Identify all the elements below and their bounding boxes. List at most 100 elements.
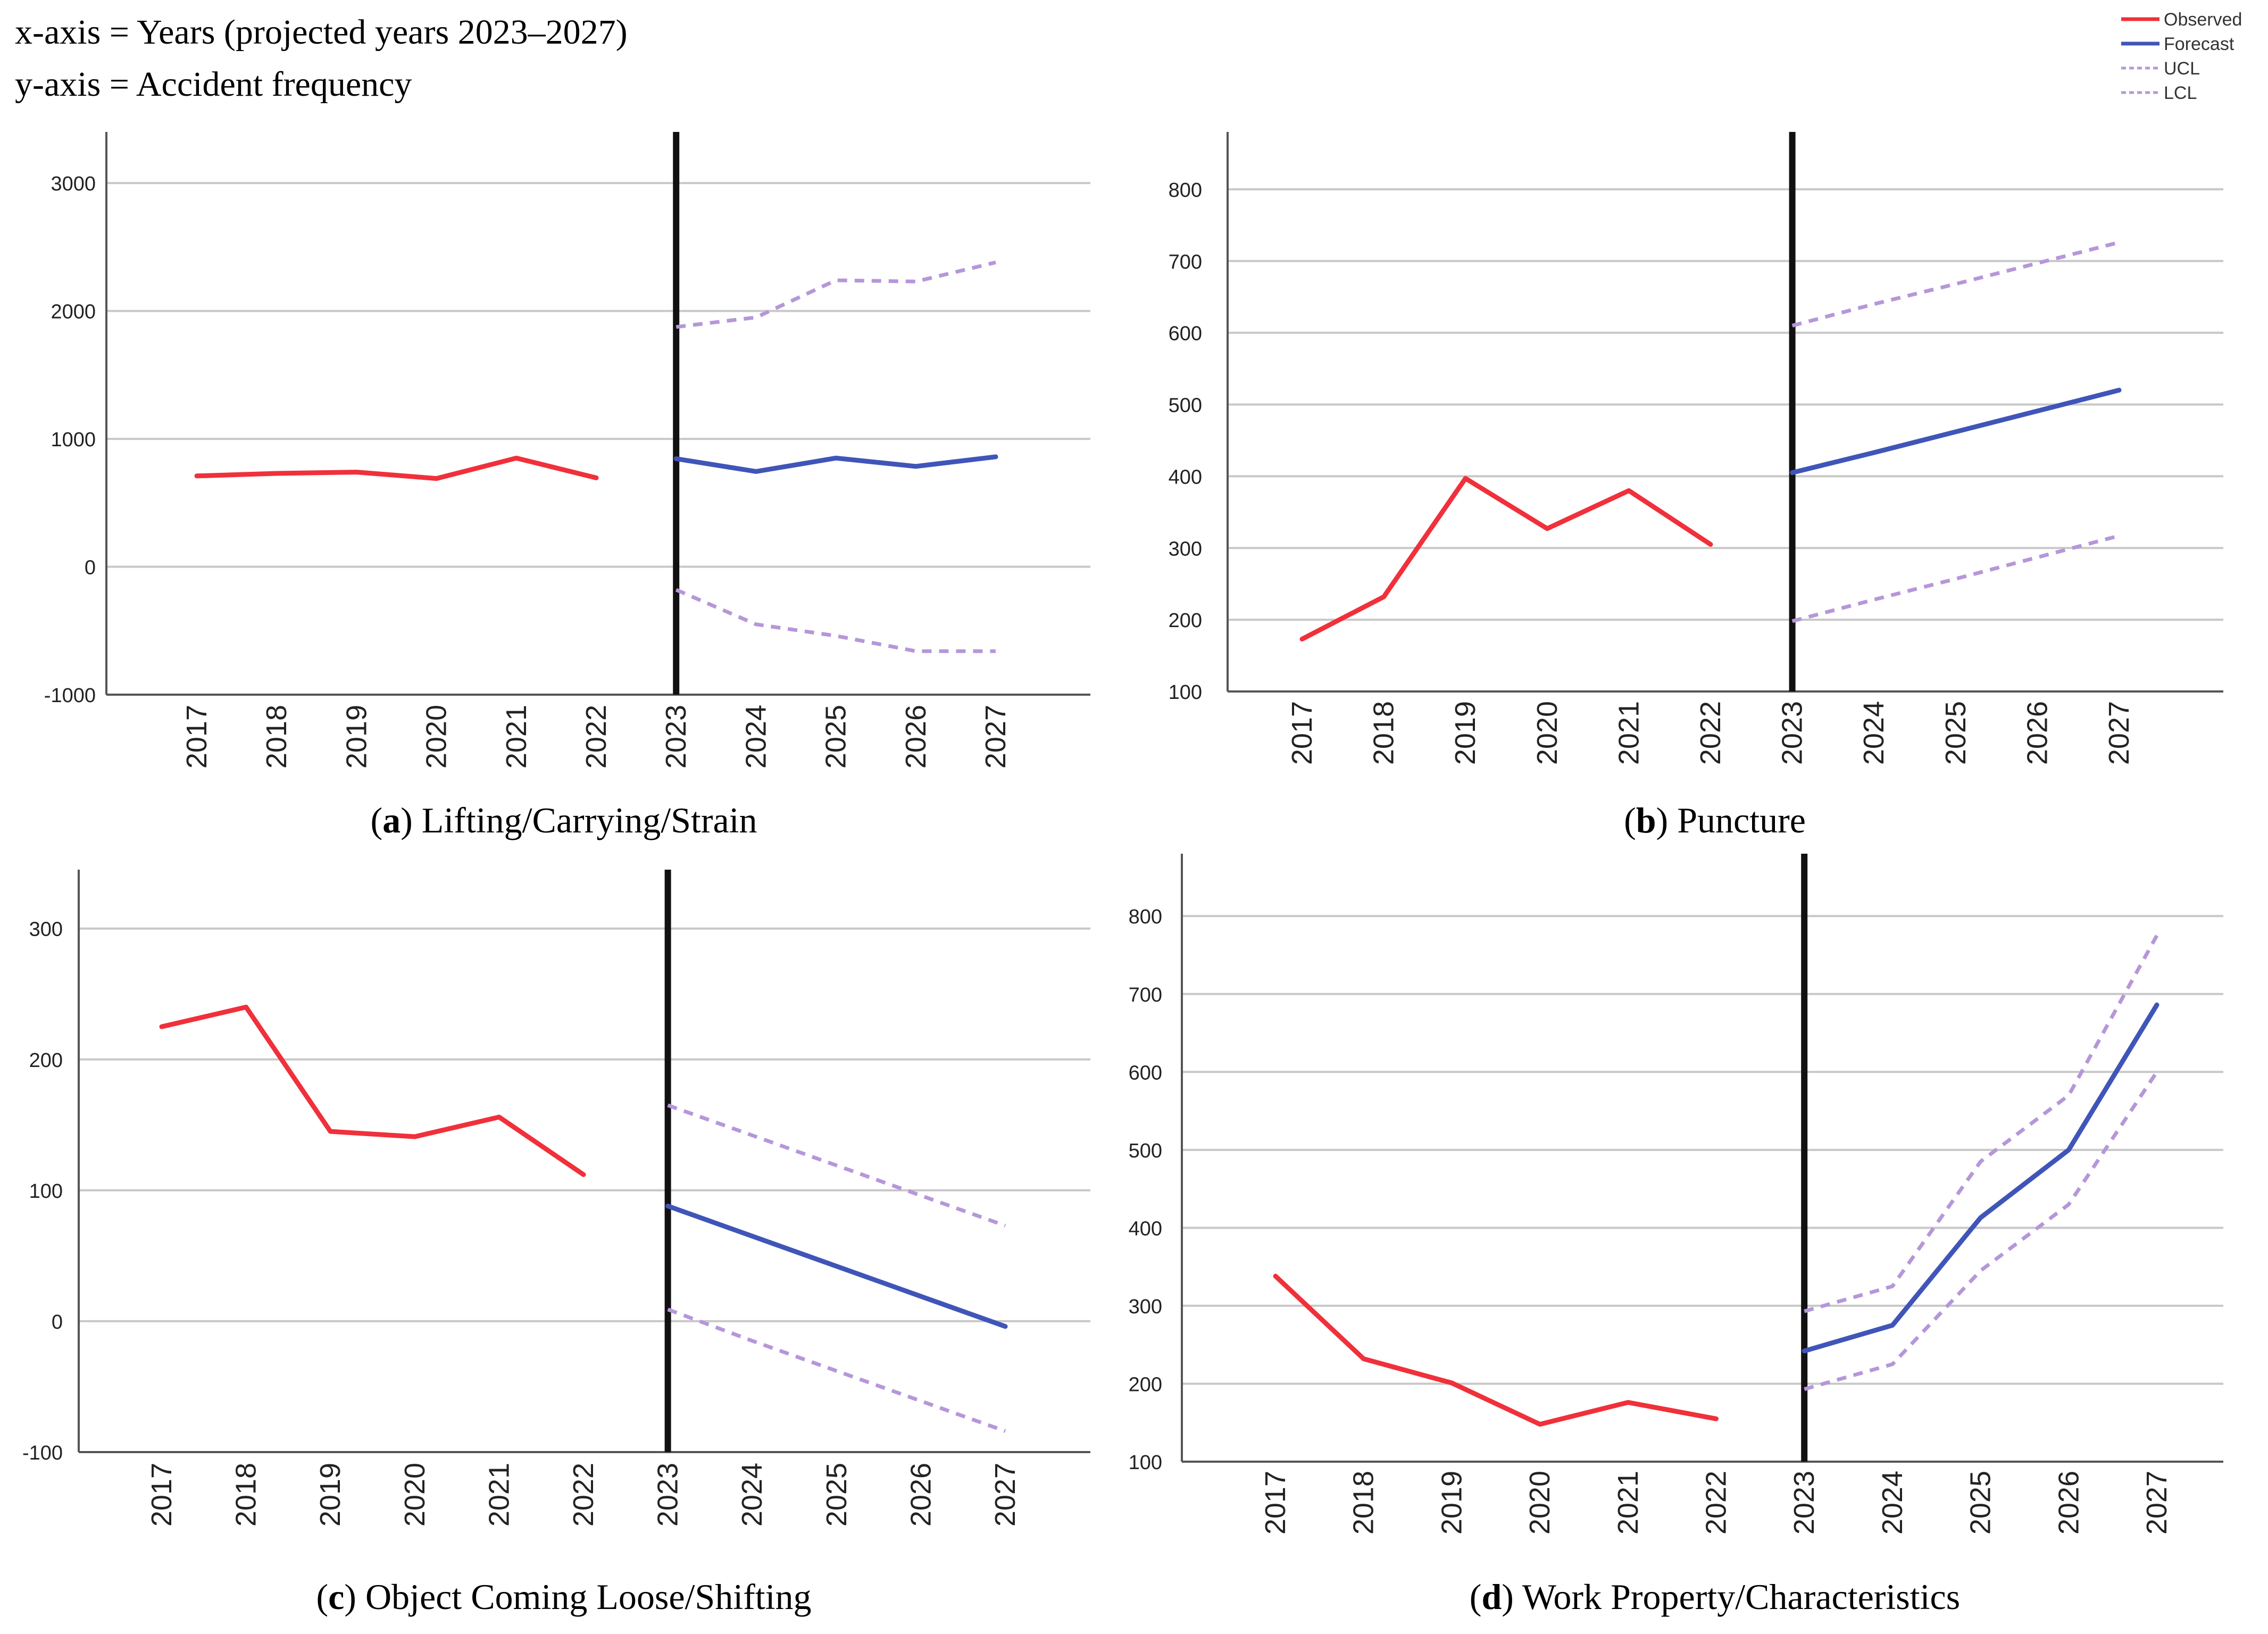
caption-text: Lifting/Carrying/Strain <box>422 800 757 840</box>
series-line-forecast <box>1790 388 2122 476</box>
series-line-observed <box>1273 1273 1719 1427</box>
xaxis-note: x-axis = Years (projected years 2023–202… <box>15 13 628 52</box>
x-tick-label: 2019 <box>1449 701 1481 765</box>
y-tick-label: 400 <box>1169 466 1202 488</box>
x-tick-label: 2022 <box>1695 701 1727 765</box>
legend-label: UCL <box>2164 59 2200 79</box>
y-tick-label: 300 <box>1169 538 1202 560</box>
caption-text: Object Coming Loose/Shifting <box>365 1577 812 1617</box>
x-tick-label: 2018 <box>261 705 293 769</box>
y-tick-label: 400 <box>1129 1218 1162 1240</box>
x-tick-label: 2023 <box>660 705 692 769</box>
y-tick-label: 600 <box>1169 323 1202 345</box>
x-tick-label: 2026 <box>900 705 932 769</box>
caption-letter: d <box>1481 1577 1502 1617</box>
y-tick-label: 300 <box>29 919 63 941</box>
y-tick-label: 200 <box>1129 1373 1162 1396</box>
caption-paren-close: ) <box>401 800 422 840</box>
y-tick-label: 200 <box>29 1049 63 1072</box>
x-tick-label: 2022 <box>568 1463 599 1527</box>
chart-panel-b: 100 200 300 400 500 600 700 800 2017 2018 2019 2020… <box>1169 132 2223 840</box>
series-line-observed <box>1299 476 1713 641</box>
caption-paren-open: ( <box>1624 800 1636 840</box>
x-tick-label: 2024 <box>1877 1471 1908 1535</box>
y-tick-label: 800 <box>1129 906 1162 928</box>
caption-paren-open: ( <box>1470 1577 1482 1617</box>
x-tick-label: 2026 <box>905 1463 937 1527</box>
series-line-forecast <box>665 1203 1008 1329</box>
header-notes: x-axis = Years (projected years 2023–202… <box>15 13 628 104</box>
legend-label: LCL <box>2164 83 2197 103</box>
x-tick-label: 2017 <box>1286 701 1318 765</box>
x-tick-label: 2027 <box>2103 701 2135 765</box>
series-line-forecast <box>1802 1002 2159 1354</box>
x-tick-label: 2021 <box>483 1463 515 1527</box>
y-tick-label: 3000 <box>51 173 96 195</box>
caption-letter: a <box>382 800 401 840</box>
legend-item-observed: Observed <box>2121 10 2242 30</box>
series-line-observed <box>194 455 599 481</box>
x-tick-label: 2025 <box>1940 701 1972 765</box>
series-line-lcl <box>675 588 996 653</box>
gridlines <box>1228 188 2223 621</box>
caption-paren-open: ( <box>316 1577 328 1617</box>
x-tick-label: 2027 <box>2141 1471 2173 1535</box>
legend-label: Observed <box>2164 10 2242 30</box>
y-tick-label: 700 <box>1129 984 1162 1006</box>
caption-text: Work Property/Characteristics <box>1522 1577 1961 1617</box>
x-tick-label: 2027 <box>989 1463 1021 1527</box>
x-tick-label: 2021 <box>1612 1471 1644 1535</box>
y-tick-label: 500 <box>1169 395 1202 417</box>
caption-paren-open: ( <box>370 800 382 840</box>
y-tick-label: -1000 <box>44 685 96 707</box>
y-tick-label: 700 <box>1169 251 1202 273</box>
x-tick-label: 2027 <box>980 705 1012 769</box>
x-tick-label: 2018 <box>1368 701 1400 765</box>
yaxis-note: y-axis = Accident frequency <box>15 65 412 104</box>
series-line-observed <box>159 1004 586 1177</box>
y-tick-label: 2000 <box>51 301 96 323</box>
x-tick-label: 2019 <box>340 705 372 769</box>
y-tick-label: 100 <box>29 1180 63 1203</box>
caption-letter: b <box>1636 800 1656 840</box>
chart-panel-c: -100 0 100 200 300 2017 2018 2019 2020 2021 2022 20… <box>22 870 1090 1617</box>
panel-caption: (d) Work Property/Characteristics <box>1470 1577 1960 1617</box>
y-tick-label: 800 <box>1169 179 1202 202</box>
legend-item-ucl: UCL <box>2121 59 2200 79</box>
x-tick-label: 2022 <box>580 705 612 769</box>
x-tick-label: 2017 <box>1260 1471 1291 1535</box>
x-tick-label: 2021 <box>1613 701 1645 765</box>
x-tick-label: 2024 <box>740 705 772 769</box>
x-tick-label: 2022 <box>1700 1471 1732 1535</box>
x-tick-label: 2017 <box>181 705 213 769</box>
y-tick-label: 300 <box>1129 1296 1162 1318</box>
x-tick-label: 2026 <box>2053 1471 2084 1535</box>
chart-panel-a: -1000 0 1000 2000 3000 2017 2018 2019 2020 2021 20… <box>44 132 1090 840</box>
x-tick-label: 2020 <box>1531 701 1563 765</box>
x-tick-label: 2024 <box>1858 701 1890 765</box>
series-line-lcl <box>1791 533 2120 623</box>
x-tick-label: 2018 <box>230 1463 262 1527</box>
x-tick-label: 2017 <box>146 1463 178 1527</box>
y-tick-label: -100 <box>22 1442 63 1464</box>
caption-paren-close: ) <box>344 1577 365 1617</box>
gridlines <box>1182 915 2223 1385</box>
gridlines <box>79 927 1090 1322</box>
chart-panel-d: 100 200 300 400 500 600 700 800 2017 2018 2019 2020… <box>1129 854 2223 1617</box>
legend-item-lcl: LCL <box>2121 83 2197 103</box>
x-tick-label: 2024 <box>736 1463 768 1527</box>
x-tick-label: 2020 <box>421 705 453 769</box>
series-line-ucl <box>1791 240 2120 328</box>
panel-caption: (a) Lifting/Carrying/Strain <box>370 800 757 840</box>
x-tick-label: 2018 <box>1348 1471 1380 1535</box>
y-tick-label: 500 <box>1129 1140 1162 1162</box>
caption-text: Puncture <box>1677 800 1806 840</box>
series-line-ucl <box>1804 935 2159 1313</box>
y-tick-label: 0 <box>52 1311 63 1333</box>
panel-caption: (c) Object Coming Loose/Shifting <box>316 1577 811 1617</box>
x-tick-label: 2020 <box>1524 1471 1556 1535</box>
caption-paren-close: ) <box>1502 1577 1522 1617</box>
series-line-lcl <box>667 1307 1006 1433</box>
